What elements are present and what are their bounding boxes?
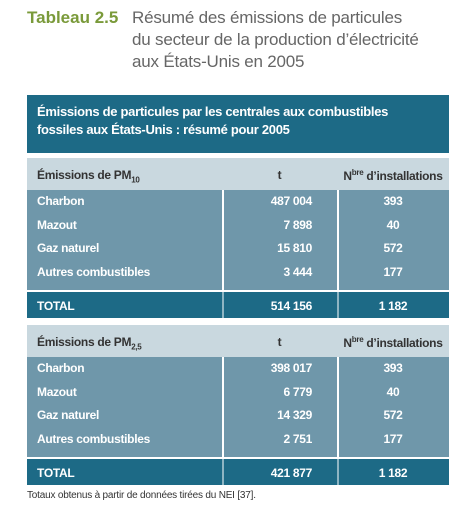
row-label: Charbon — [37, 194, 85, 208]
title-line: aux États-Unis en 2005 — [132, 52, 305, 71]
footnote: Totaux obtenus à partir de données tirée… — [27, 490, 256, 501]
installation-count: 177 — [383, 431, 403, 446]
emission-value: 14 329 — [277, 408, 312, 422]
total-count: 1 182 — [378, 299, 408, 313]
total-count: 1 182 — [378, 466, 408, 480]
title-line: du secteur de la production d’électricit… — [132, 30, 419, 49]
table-number: Tableau 2.5 — [27, 8, 119, 27]
header-text: Émissions de PM — [37, 335, 132, 349]
row-label: Charbon — [37, 361, 85, 375]
emission-value: 398 017 — [270, 361, 313, 375]
column-separator — [222, 459, 224, 485]
column-header: t — [277, 168, 282, 182]
installation-count: 393 — [383, 194, 403, 208]
total-value: 514 156 — [270, 299, 313, 313]
column-header: Émissions de PM10 — [37, 169, 140, 184]
total-label: TOTAL — [37, 466, 75, 480]
emission-value: 2 751 — [283, 431, 312, 446]
column-header: Nbre d’installations — [337, 168, 449, 183]
installation-count: 572 — [383, 408, 403, 422]
total-row: TOTAL 514 156 1 182 — [27, 292, 449, 318]
installation-count: 572 — [383, 241, 403, 255]
data-block: Charbon 487 004 393 Mazout 7 898 40 Gaz nature… — [27, 190, 449, 290]
header-superscript: bre — [351, 335, 364, 344]
row-label: Mazout — [37, 384, 77, 399]
installation-count: 40 — [386, 384, 400, 399]
total-value: 421 877 — [270, 466, 313, 480]
row-label: Gaz naturel — [37, 241, 100, 255]
column-header: t — [277, 335, 282, 349]
installation-count: 393 — [383, 361, 403, 375]
emission-value: 6 779 — [283, 384, 312, 399]
header-subscript: 10 — [131, 175, 140, 185]
total-row: TOTAL 421 877 1 182 — [27, 459, 449, 485]
row-label: Autres combustibles — [37, 264, 150, 279]
header-text: d’installations — [363, 336, 443, 350]
column-header: Émissions de PM2,5 — [37, 335, 142, 352]
header-text: d’installations — [363, 169, 443, 183]
column-separator — [222, 357, 224, 457]
caption-line: Émissions de particules par les centrale… — [37, 104, 389, 119]
caption-band — [27, 95, 449, 153]
column-separator — [337, 292, 339, 318]
column-header: Nbre d’installations — [337, 335, 449, 350]
emission-value: 7 898 — [283, 217, 312, 232]
column-separator — [337, 459, 339, 485]
column-separator — [222, 292, 224, 318]
data-block: Charbon 398 017 393 Mazout 6 779 40 Gaz nature… — [27, 357, 449, 457]
column-header-row: Émissions de PM10 t Nbre d’installations — [27, 158, 449, 190]
row-label: Autres combustibles — [37, 431, 150, 446]
emission-value: 487 004 — [270, 194, 313, 208]
column-separator — [222, 190, 224, 290]
column-separator — [337, 190, 339, 290]
header-subscript: 2,5 — [131, 342, 142, 352]
emission-value: 3 444 — [283, 264, 312, 279]
row-label: Mazout — [37, 217, 77, 232]
installation-count: 177 — [383, 264, 403, 279]
header-text: Émissions de PM — [37, 168, 132, 182]
header-text: N — [343, 336, 352, 350]
column-separator — [337, 357, 339, 457]
emission-value: 15 810 — [277, 241, 312, 255]
caption-line: fossiles aux États-Unis : résumé pour 20… — [37, 122, 290, 137]
header-text: N — [343, 169, 352, 183]
installation-count: 40 — [386, 217, 400, 232]
column-header-row: Émissions de PM2,5 t Nbre d’installations — [27, 325, 449, 357]
total-label: TOTAL — [37, 299, 75, 313]
header-superscript: bre — [351, 168, 364, 177]
row-label: Gaz naturel — [37, 408, 100, 422]
title-line: Résumé des émissions de particules — [132, 8, 403, 27]
